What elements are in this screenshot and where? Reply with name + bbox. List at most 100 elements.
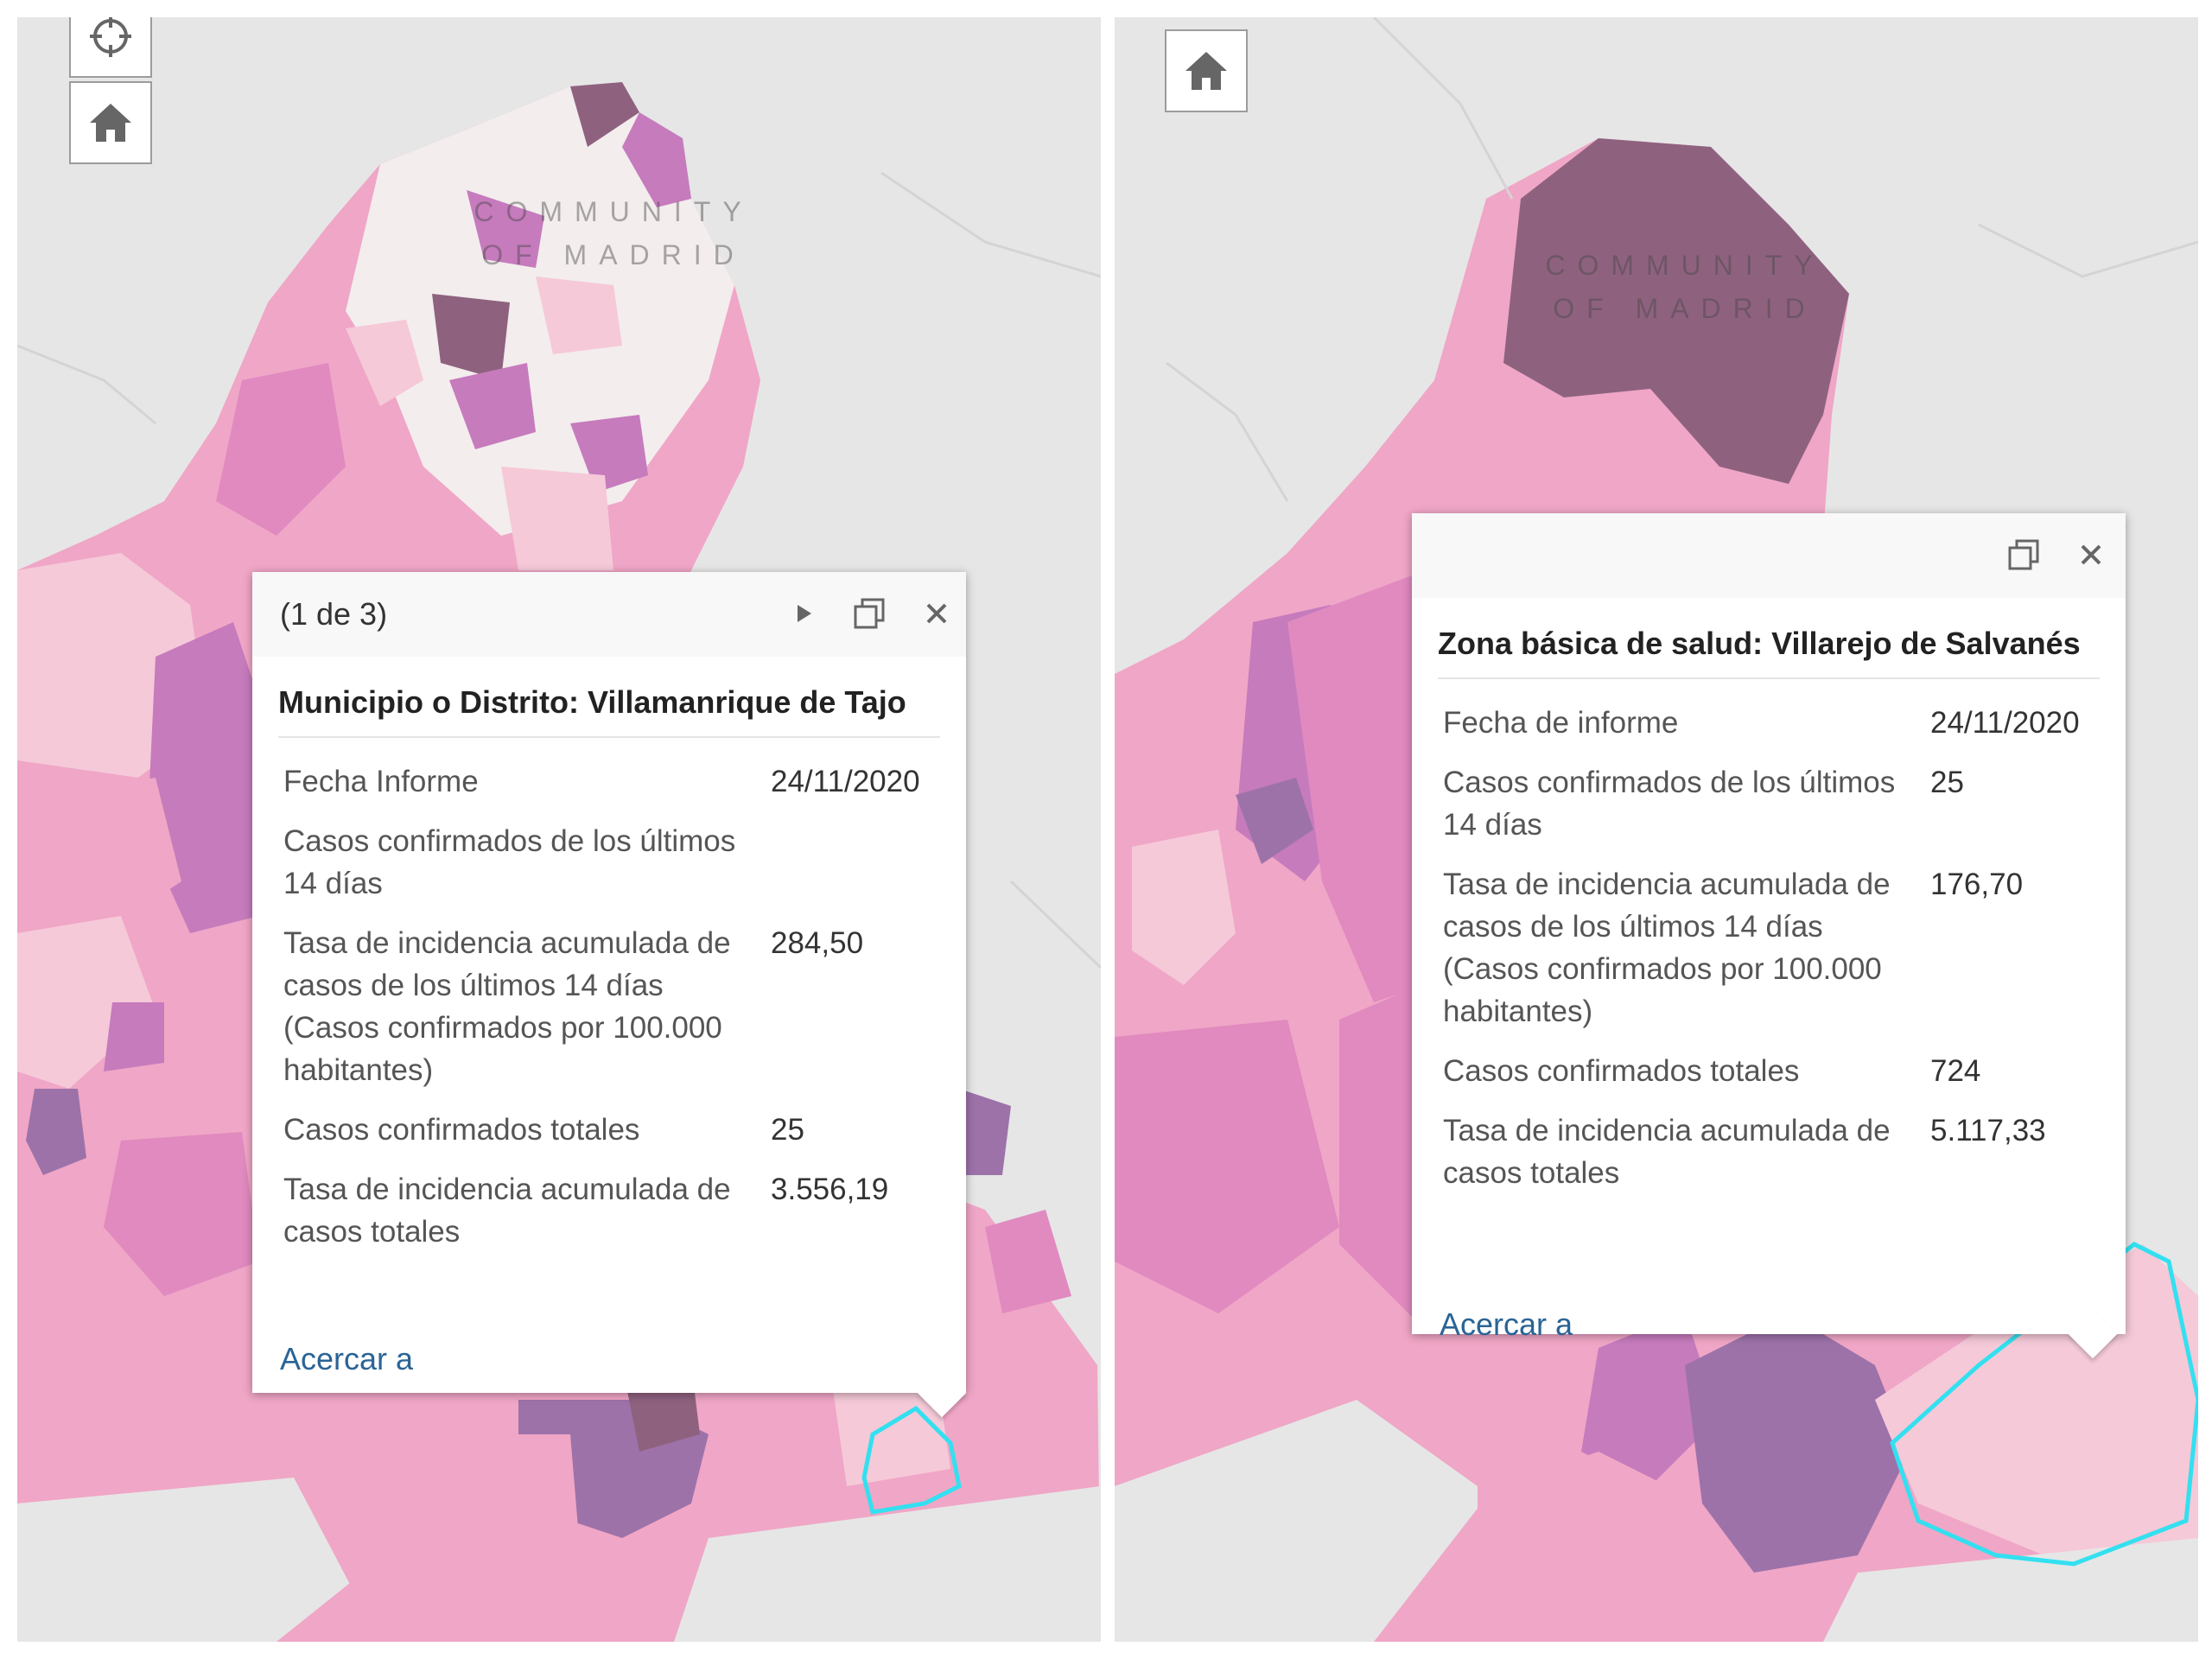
attribute-label: Tasa de incidencia acumulada de casos de… [283,926,731,1087]
map-region [1823,1538,2198,1642]
attribute-value: 5.117,33 [1930,1114,2046,1147]
map-region [985,1210,1071,1313]
map-region [1503,138,1849,484]
attribute-label: Fecha de informe [1443,706,1679,740]
next-icon [798,605,811,622]
popup-header [1412,513,2126,598]
map-region [26,1089,86,1175]
map-region [35,778,181,933]
map-region [501,467,613,570]
attribute-label: Casos confirmados totales [283,1113,640,1147]
maximize-icon [854,598,885,629]
map-region [1132,830,1236,985]
attribute-label: Tasa de incidencia acumulada de casos to… [283,1173,731,1249]
map-region [17,1478,380,1642]
region-label-line: OF MADRID [1553,293,1817,324]
attribute-value: 25 [771,1113,804,1147]
popup-body: Municipio o Distrito: Villamanrique de T… [252,657,966,1262]
table-row: Casos confirmados de los últimos 14 días [278,811,925,913]
zoom-to-link[interactable]: Acercar a [1440,1306,1573,1342]
table-row: Tasa de incidencia acumulada de casos to… [278,1160,925,1262]
popup-header: (1 de 3) [252,572,966,657]
region-label-line: COMMUNITY [1545,250,1825,281]
table-row: Casos confirmados de los últimos 14 días… [1438,753,2085,855]
popup-title: Zona básica de salud: Villarejo de Salva… [1438,598,2100,679]
region-label: COMMUNITY OF MADRID [1521,244,1849,330]
attribute-label: Tasa de incidencia acumulada de casos to… [1443,1114,1891,1190]
attribute-value: 25 [1930,766,1964,799]
attribute-label: Casos confirmados de los últimos 14 días [283,824,736,900]
map-region [1685,1313,1910,1573]
popup-pager: (1 de 3) [280,596,388,632]
home-button[interactable] [69,81,152,164]
map-region [104,1002,164,1071]
map-region [959,1089,1011,1175]
close-icon [2081,544,2101,565]
highlight-outline [861,1405,962,1515]
map-region [536,276,622,354]
zoom-to-link[interactable]: Acercar a [280,1341,414,1376]
map-region [622,112,691,207]
map-region [1581,1313,1719,1486]
map-region [570,82,639,147]
feature-popup[interactable]: Zona básica de salud: Villarejo de Salva… [1412,513,2126,1359]
attribute-label: Casos confirmados totales [1443,1054,1800,1088]
map-view-left[interactable]: COMMUNITY OF MADRID (1 de 3) [17,17,1101,1642]
feature-popup[interactable]: (1 de 3) Municipio o Distrito: Villamanr… [252,572,967,1418]
map-region [432,294,510,380]
popup-body: Zona básica de salud: Villarejo de Salva… [1412,598,2126,1203]
map-region [1236,778,1313,864]
map-region [1374,1452,1668,1642]
maximize-button[interactable] [2005,536,2043,574]
road-line [1166,361,1289,502]
map-region [1115,1400,1478,1642]
table-row: Tasa de incidencia acumulada de casos to… [1438,1101,2085,1203]
map-region [570,415,648,493]
table-row: Casos confirmados totales 724 [1438,1041,2085,1101]
region-label-line: COMMUNITY [474,196,753,227]
map-region [467,190,544,268]
attribute-label: Casos confirmados de los últimos 14 días [1443,766,1896,842]
attribute-value: 24/11/2020 [771,765,920,798]
road-line [1372,17,1514,200]
road-line [1978,223,2198,278]
home-button[interactable] [1165,29,1248,112]
map-region [933,1313,1097,1486]
region-label: COMMUNITY OF MADRID [449,190,778,276]
maximize-icon [2008,539,2039,570]
next-feature-button[interactable] [785,594,823,632]
attribute-value: 724 [1930,1054,1981,1088]
road-line [880,171,1101,278]
map-region [17,916,156,1089]
attribute-value: 284,50 [771,926,864,960]
attribute-value: 176,70 [1930,868,2024,901]
attribute-label: Fecha Informe [283,765,479,798]
attribute-table: Fecha de informe 24/11/2020 Casos confir… [1438,693,2085,1203]
table-row: Casos confirmados totales 25 [278,1100,925,1160]
table-row: Tasa de incidencia acumulada de casos de… [1438,855,2085,1041]
map-region [1115,1020,1339,1313]
map-region [104,1132,259,1296]
attribute-value: 3.556,19 [771,1173,889,1206]
map-region [674,1486,1101,1642]
attribute-value [755,811,925,913]
road-line [17,344,156,425]
maximize-button[interactable] [850,594,888,632]
map-region [346,320,423,406]
table-row: Fecha Informe 24/11/2020 [278,752,925,811]
region-label-line: OF MADRID [481,239,746,270]
locate-button[interactable] [69,17,152,78]
map-region [147,622,268,933]
attribute-table: Fecha Informe 24/11/2020 Casos confirmad… [278,752,925,1262]
map-region [449,363,536,449]
close-button[interactable] [918,594,956,632]
map-region [216,363,346,536]
map-view-right[interactable]: COMMUNITY OF MADRID Zona básica de [1115,17,2198,1642]
popup-title: Municipio o Distrito: Villamanrique de T… [278,657,940,738]
map-region [276,1434,588,1642]
attribute-value: 24/11/2020 [1930,706,2080,740]
table-row: Tasa de incidencia acumulada de casos de… [278,913,925,1100]
road-line [1009,880,1101,969]
close-button[interactable] [2072,536,2110,574]
table-row: Fecha de informe 24/11/2020 [1438,693,2085,753]
